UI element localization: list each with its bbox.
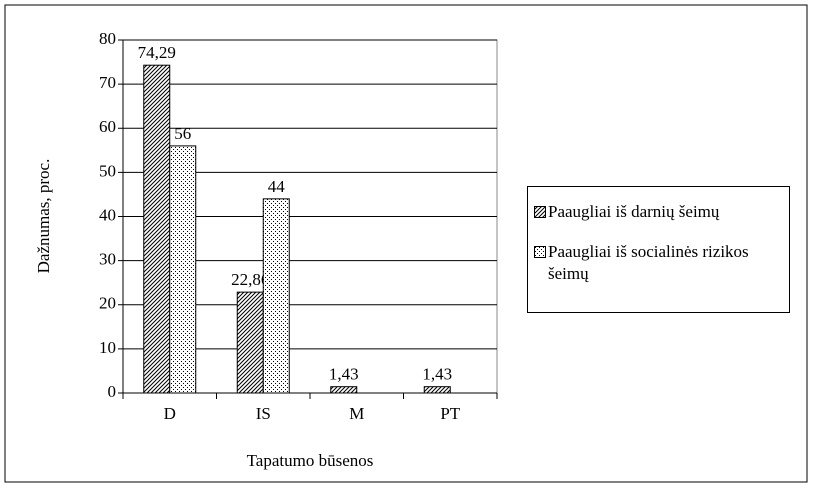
legend-swatch: [534, 246, 546, 258]
data-label: 74,29: [138, 43, 176, 62]
x-tick-label: D: [164, 404, 176, 423]
y-tick-label: 80: [99, 29, 116, 48]
data-label: 1,43: [422, 365, 452, 384]
bar: [330, 386, 358, 394]
bar: [262, 198, 290, 394]
frame: [4, 4, 808, 483]
data-label: 1,43: [329, 365, 359, 384]
y-tick-label: 30: [99, 250, 116, 269]
x-tick-label: M: [349, 404, 364, 423]
bar: [169, 145, 197, 394]
y-axis-label: Dažnumas, proc.: [34, 159, 53, 274]
legend-entry: Paaugliai iš darnių šeimų: [534, 201, 783, 223]
bar: [143, 64, 171, 394]
legend-label: Paaugliai iš socialinės rizikos šeimų: [548, 242, 749, 283]
y-tick-label: 10: [99, 338, 116, 357]
legend-swatch: [534, 206, 546, 218]
data-label: 56: [174, 124, 191, 143]
legend: Paaugliai iš darnių šeimų Paaugliai iš so…: [527, 186, 790, 313]
y-tick-label: 70: [99, 73, 116, 92]
x-axis-label: Tapatumo būsenos: [247, 451, 374, 470]
bar: [236, 291, 264, 394]
data-label: 44: [268, 177, 286, 196]
data-label: 22,86: [231, 270, 269, 289]
y-tick-label: 60: [99, 117, 116, 136]
y-tick-label: 40: [99, 205, 116, 224]
y-tick-label: 20: [99, 294, 116, 313]
x-tick-label: PT: [440, 404, 460, 423]
x-tick-label: IS: [256, 404, 271, 423]
bar: [423, 386, 451, 394]
legend-entry: Paaugliai iš socialinės rizikos šeimų: [534, 241, 783, 285]
y-tick-label: 50: [99, 161, 116, 180]
legend-label: Paaugliai iš darnių šeimų: [548, 202, 720, 221]
y-tick-label: 0: [108, 382, 117, 401]
